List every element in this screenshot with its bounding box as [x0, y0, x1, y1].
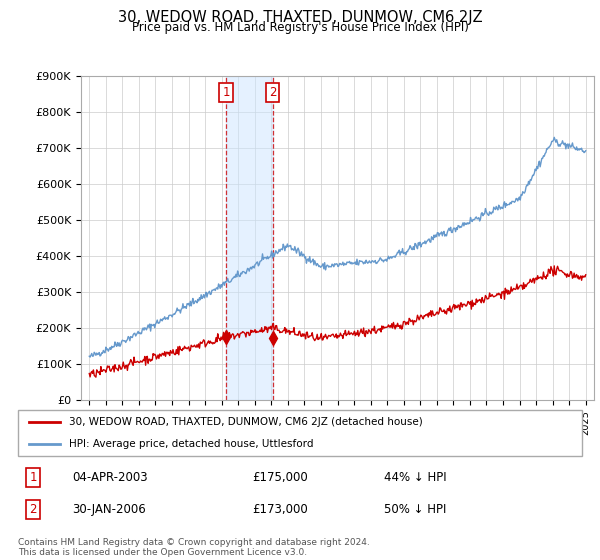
Text: HPI: Average price, detached house, Uttlesford: HPI: Average price, detached house, Uttl…	[69, 440, 313, 450]
Text: £173,000: £173,000	[252, 503, 308, 516]
Bar	[226, 76, 272, 400]
Text: 30, WEDOW ROAD, THAXTED, DUNMOW, CM6 2JZ (detached house): 30, WEDOW ROAD, THAXTED, DUNMOW, CM6 2JZ…	[69, 417, 422, 427]
Text: 2: 2	[29, 503, 37, 516]
Text: 30, WEDOW ROAD, THAXTED, DUNMOW, CM6 2JZ: 30, WEDOW ROAD, THAXTED, DUNMOW, CM6 2JZ	[118, 10, 482, 25]
Text: 30-JAN-2006: 30-JAN-2006	[72, 503, 146, 516]
Text: Price paid vs. HM Land Registry's House Price Index (HPI): Price paid vs. HM Land Registry's House …	[131, 21, 469, 34]
Text: Contains HM Land Registry data © Crown copyright and database right 2024.: Contains HM Land Registry data © Crown c…	[18, 538, 370, 547]
Text: 50% ↓ HPI: 50% ↓ HPI	[384, 503, 446, 516]
Text: 44% ↓ HPI: 44% ↓ HPI	[384, 471, 446, 484]
FancyBboxPatch shape	[18, 410, 582, 456]
Text: 04-APR-2003: 04-APR-2003	[72, 471, 148, 484]
Text: £175,000: £175,000	[252, 471, 308, 484]
Text: 1: 1	[222, 86, 230, 100]
Text: This data is licensed under the Open Government Licence v3.0.: This data is licensed under the Open Gov…	[18, 548, 307, 557]
Text: 1: 1	[29, 471, 37, 484]
Text: 2: 2	[269, 86, 277, 100]
